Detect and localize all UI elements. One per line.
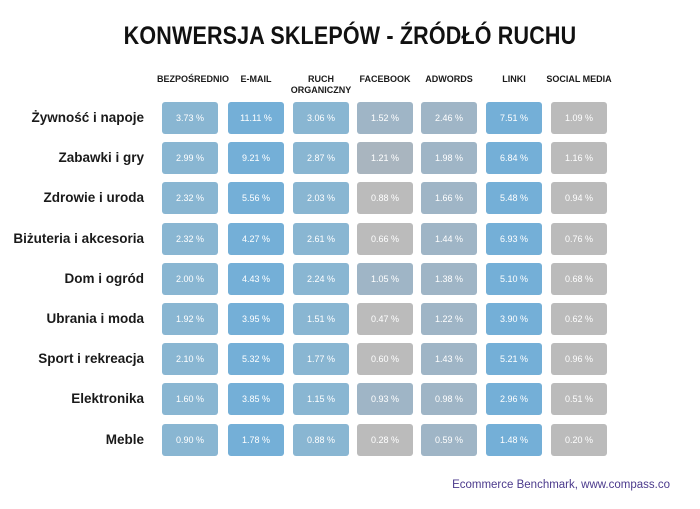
heatmap-cell: 1.52 % <box>357 102 413 134</box>
heatmap-cell: 0.47 % <box>357 303 413 335</box>
heatmap-cell: 4.27 % <box>228 223 284 255</box>
heatmap-cell: 0.90 % <box>162 424 218 456</box>
heatmap-cell: 5.56 % <box>228 182 284 214</box>
heatmap-cell: 3.95 % <box>228 303 284 335</box>
row-label: Meble <box>105 432 144 447</box>
heatmap-cell: 1.05 % <box>357 263 413 295</box>
heatmap-cell: 6.93 % <box>486 223 542 255</box>
row-label: Ubrania i moda <box>46 311 144 326</box>
heatmap-cell: 0.20 % <box>551 424 607 456</box>
heatmap-cell: 1.15 % <box>293 383 349 415</box>
heatmap-cell: 2.32 % <box>162 223 218 255</box>
heatmap-cell: 11.11 % <box>228 102 284 134</box>
heatmap-cell: 0.68 % <box>551 263 607 295</box>
column-header: FACEBOOK <box>359 74 411 84</box>
heatmap-cell: 0.60 % <box>357 343 413 375</box>
column-header: ADWORDS <box>425 74 473 84</box>
heatmap-cell: 6.84 % <box>486 142 542 174</box>
heatmap-cell: 0.66 % <box>357 223 413 255</box>
heatmap-cell: 2.46 % <box>421 102 477 134</box>
heatmap-cell: 0.94 % <box>551 182 607 214</box>
chart-title: KONWERSJA SKLEPÓW - ŹRÓDŁÓ RUCHU <box>123 22 577 50</box>
heatmap-cell: 1.16 % <box>551 142 607 174</box>
heatmap-cell: 0.59 % <box>421 424 477 456</box>
column-header: RUCH ORGANICZNY <box>290 74 352 95</box>
row-label: Sport i rekreacja <box>38 351 144 366</box>
heatmap-cell: 1.51 % <box>293 303 349 335</box>
heatmap-cell: 1.78 % <box>228 424 284 456</box>
heatmap-cell: 1.22 % <box>421 303 477 335</box>
heatmap-cell: 1.38 % <box>421 263 477 295</box>
heatmap-cell: 2.00 % <box>162 263 218 295</box>
column-header: BEZPOŚREDNIO <box>157 74 230 84</box>
heatmap-cell: 5.21 % <box>486 343 542 375</box>
heatmap-cell: 2.24 % <box>293 263 349 295</box>
heatmap-cell: 9.21 % <box>228 142 284 174</box>
heatmap-cell: 0.93 % <box>357 383 413 415</box>
row-label: Biżuteria i akcesoria <box>13 231 144 246</box>
source-credit: Ecommerce Benchmark, www.compass.co <box>452 479 670 491</box>
heatmap-cell: 2.99 % <box>162 142 218 174</box>
row-label: Zdrowie i uroda <box>43 190 144 205</box>
heatmap-cell: 1.77 % <box>293 343 349 375</box>
column-header: LINKI <box>502 74 526 84</box>
heatmap-cell: 2.87 % <box>293 142 349 174</box>
heatmap-cell: 1.21 % <box>357 142 413 174</box>
heatmap-cell: 4.43 % <box>228 263 284 295</box>
row-label: Zabawki i gry <box>58 150 144 165</box>
heatmap-cell: 7.51 % <box>486 102 542 134</box>
heatmap-cell: 1.43 % <box>421 343 477 375</box>
row-label: Elektronika <box>71 391 144 406</box>
heatmap-cell: 0.88 % <box>293 424 349 456</box>
heatmap-cell: 1.09 % <box>551 102 607 134</box>
heatmap-cell: 5.10 % <box>486 263 542 295</box>
heatmap-cell: 2.10 % <box>162 343 218 375</box>
column-header: E-MAIL <box>240 74 272 84</box>
heatmap-cell: 0.96 % <box>551 343 607 375</box>
heatmap-cell: 1.92 % <box>162 303 218 335</box>
heatmap-cell: 3.90 % <box>486 303 542 335</box>
heatmap-cell: 2.61 % <box>293 223 349 255</box>
heatmap-cell: 2.96 % <box>486 383 542 415</box>
heatmap-cell: 5.32 % <box>228 343 284 375</box>
heatmap-cell: 1.60 % <box>162 383 218 415</box>
heatmap-cell: 1.66 % <box>421 182 477 214</box>
heatmap-cell: 2.03 % <box>293 182 349 214</box>
heatmap-cell: 0.76 % <box>551 223 607 255</box>
heatmap-cell: 1.44 % <box>421 223 477 255</box>
heatmap-cell: 0.51 % <box>551 383 607 415</box>
heatmap-cell: 2.32 % <box>162 182 218 214</box>
heatmap-cell: 0.88 % <box>357 182 413 214</box>
heatmap-cell: 3.73 % <box>162 102 218 134</box>
heatmap-cell: 1.98 % <box>421 142 477 174</box>
row-label: Dom i ogród <box>64 271 145 286</box>
heatmap-cell: 1.48 % <box>486 424 542 456</box>
column-header: SOCIAL MEDIA <box>546 74 612 84</box>
heatmap-cell: 0.62 % <box>551 303 607 335</box>
heatmap-cell: 0.98 % <box>421 383 477 415</box>
heatmap-cell: 3.06 % <box>293 102 349 134</box>
row-label: Żywność i napoje <box>31 110 144 125</box>
heatmap-cell: 0.28 % <box>357 424 413 456</box>
heatmap-cell: 5.48 % <box>486 182 542 214</box>
heatmap-cell: 3.85 % <box>228 383 284 415</box>
